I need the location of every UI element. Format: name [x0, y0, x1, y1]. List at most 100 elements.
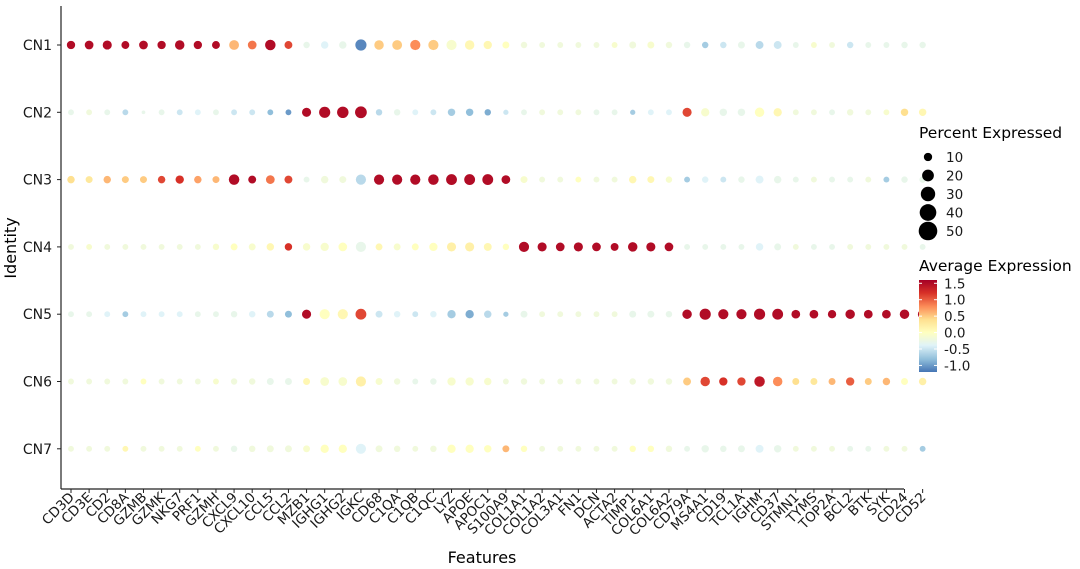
dot-cn5-cd8a	[122, 311, 129, 318]
dot-cn7-gzmb	[140, 445, 147, 452]
y-tick-label-cn3: CN3	[23, 173, 52, 189]
dot-cn4-gzmk	[158, 243, 165, 250]
size-legend-label-50: 50	[946, 224, 963, 240]
color-legend: Average Expression 1.51.00.50.0-0.5-1.0	[919, 257, 1072, 374]
dot-cn5-cxcl10	[248, 310, 256, 318]
dot-cn6-c1qb	[412, 378, 419, 385]
dot-cn6-col3a1	[557, 378, 564, 385]
dot-cn4-cd2	[104, 243, 111, 250]
color-legend-title: Average Expression	[919, 257, 1072, 275]
dot-cn1-s100a9	[502, 41, 510, 49]
dot-cn6-s100a9	[502, 378, 509, 385]
dot-cn7-stmn1	[792, 445, 799, 452]
dot-cn7-mzb1	[303, 445, 311, 453]
dot-cn1-gzmb	[139, 40, 148, 50]
colorbar	[919, 280, 937, 372]
dot-cn3-cd19	[720, 176, 727, 183]
dot-cn6-top2a	[828, 378, 836, 385]
dot-cn1-col3a1	[557, 42, 564, 48]
dot-cn3-cxcl10	[248, 175, 257, 184]
y-tick-label-cn1: CN1	[23, 38, 52, 54]
dot-cn4-c1qc	[429, 242, 438, 252]
dot-cn6-cd8a	[122, 378, 129, 385]
colorbar-label: 0.5	[944, 309, 965, 325]
dot-cn3-apoc1	[482, 174, 494, 186]
dot-cn6-cd24	[901, 378, 909, 385]
dot-cn2-timp1	[630, 109, 636, 115]
dot-cn3-ccl2	[284, 175, 293, 184]
dot-cn4-c1qb	[411, 243, 419, 251]
dot-cn1-c1qa	[392, 40, 403, 50]
dot-cn3-col1a2	[539, 176, 546, 183]
dot-cn1-mzb1	[303, 41, 310, 49]
dot-cn1-ms4a1	[701, 41, 709, 49]
dot-cn2-ms4a1	[701, 108, 710, 117]
dot-cn7-s100a9	[502, 445, 510, 453]
dot-cn4-ighm	[755, 243, 764, 251]
dot-cn2-igkc	[355, 106, 367, 119]
dot-cn1-cd52	[919, 41, 926, 49]
dot-cn1-c1qb	[410, 39, 421, 51]
dot-cn6-cd79a	[683, 377, 692, 386]
dot-cn4-col1a1	[518, 241, 530, 252]
dot-cn5-ccl5	[266, 310, 274, 318]
y-tick-label-cn5: CN5	[23, 307, 52, 323]
dot-cn7-cd2	[104, 445, 111, 452]
size-legend-label-40: 40	[946, 206, 963, 222]
dot-cn6-prf1	[194, 378, 201, 385]
dot-cn5-apoe	[465, 310, 474, 319]
dot-cn3-syk	[883, 176, 890, 183]
dot-cn5-btk	[863, 309, 873, 319]
dot-cn3-bcl2	[847, 176, 854, 183]
dot-cn4-dcn	[592, 242, 601, 252]
dot-cn7-tyms	[810, 445, 817, 452]
dot-cn4-fn1	[573, 242, 583, 252]
dot-cn7-gzmk	[158, 445, 165, 452]
dot-cn5-nkg7	[176, 311, 183, 318]
dot-cn7-cxcl10	[248, 445, 256, 453]
dot-cn6-apoe	[465, 377, 474, 386]
dot-cn1-fn1	[575, 42, 582, 48]
dot-cn4-cd8a	[122, 243, 129, 250]
dot-cn3-timp1	[629, 175, 637, 184]
dot-cn2-c1qa	[393, 109, 401, 116]
dot-cn1-igkc	[355, 39, 367, 51]
dot-cn7-lyz	[447, 444, 456, 453]
dot-cn3-prf1	[194, 175, 202, 184]
y-tick-label-cn4: CN4	[23, 240, 52, 256]
dot-cn4-col6a1	[646, 242, 656, 252]
dot-cn4-mzb1	[302, 243, 311, 251]
dot-cn3-mzb1	[303, 176, 310, 183]
dot-cn1-gzmh	[212, 41, 220, 49]
dot-cn2-prf1	[194, 109, 201, 116]
dot-cn6-col1a1	[520, 378, 528, 385]
dot-cn1-acta2	[611, 42, 618, 48]
dot-cn3-lyz	[446, 174, 457, 186]
dot-cn7-fn1	[575, 445, 582, 452]
dot-cn5-lyz	[447, 310, 456, 319]
dot-cn1-dcn	[593, 42, 600, 48]
dot-cn7-cd37	[773, 445, 782, 453]
dot-cn6-ighm	[754, 376, 765, 387]
dot-cn6-cd19	[719, 377, 728, 386]
dot-cn7-tcl1a	[737, 445, 745, 453]
dot-cn4-stmn1	[792, 243, 799, 250]
dot-cn1-ccl2	[284, 41, 293, 49]
dot-cn4-cxcl9	[230, 243, 238, 251]
plot-area	[66, 39, 928, 454]
dot-cn4-cd68	[375, 243, 383, 251]
x-axis-ticks: CD3DCD3ECD2CD8AGZMBGZMKNKG7PRF1GZMHCXCL9…	[39, 489, 929, 539]
dot-cn5-mzb1	[302, 309, 312, 319]
dot-cn3-tcl1a	[738, 176, 745, 183]
dot-cn1-cd19	[720, 41, 727, 49]
colorbar-label: -1.0	[944, 358, 970, 374]
dot-cn7-cd19	[720, 445, 727, 453]
dot-cn6-igkc	[355, 376, 367, 387]
dot-cn6-btk	[864, 378, 872, 385]
dot-cn4-gzmb	[140, 243, 147, 250]
dot-cn6-cd52	[918, 377, 927, 386]
dot-cn4-apoe	[465, 242, 475, 252]
dot-cn5-tcl1a	[736, 309, 747, 320]
dot-cn2-acta2	[611, 109, 618, 116]
dot-cn5-timp1	[629, 310, 637, 318]
